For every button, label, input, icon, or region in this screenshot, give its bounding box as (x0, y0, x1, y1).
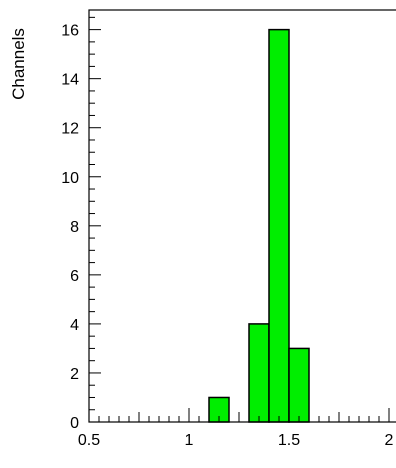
y-tick-label: 0 (70, 415, 79, 432)
bars-layer (208, 28, 310, 423)
y-tick-label: 2 (70, 366, 79, 383)
y-tick-label: 14 (61, 72, 79, 89)
y-tick-label: 6 (70, 268, 79, 285)
y-tick-label: 16 (61, 23, 79, 40)
y-tick-label: 12 (61, 121, 79, 138)
y-axis: 0 2 4 6 8 10 12 14 16 (61, 16, 101, 432)
histogram-bar (268, 28, 290, 423)
x-tick-label: 1.5 (278, 432, 300, 449)
histogram-bar (248, 323, 270, 423)
x-tick-label: 1 (185, 432, 194, 449)
histogram-bar (288, 347, 310, 423)
plot-frame (88, 9, 396, 423)
y-tick-label: 4 (70, 317, 79, 334)
y-tick-label: 10 (61, 170, 79, 187)
x-axis: 0.5 1 1.5 2 (78, 408, 394, 449)
y-tick-label: 8 (70, 219, 79, 236)
x-tick-label: 0.5 (78, 432, 100, 449)
y-axis-label: Channels (9, 28, 28, 100)
x-tick-label: 2 (385, 432, 394, 449)
